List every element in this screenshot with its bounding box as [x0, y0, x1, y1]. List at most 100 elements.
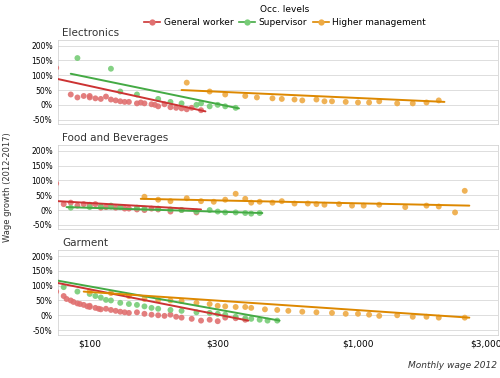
Point: [154, 306, 162, 312]
Point: [86, 203, 94, 209]
Text: Wage growth (2012-2017): Wage growth (2012-2017): [2, 132, 12, 242]
Point: [133, 302, 141, 308]
Point: [140, 311, 148, 317]
Point: [76, 301, 84, 307]
Point: [133, 206, 141, 212]
Point: [178, 207, 186, 213]
Point: [178, 105, 186, 112]
Point: [140, 296, 148, 302]
Point: [166, 307, 174, 313]
Point: [44, 274, 52, 280]
Point: [102, 306, 110, 312]
Point: [86, 94, 94, 101]
Text: Garment: Garment: [62, 239, 108, 248]
Point: [206, 317, 214, 323]
Text: Electronics: Electronics: [62, 28, 119, 38]
Point: [74, 301, 82, 307]
Point: [102, 93, 110, 99]
Point: [151, 102, 159, 108]
Point: [154, 312, 162, 318]
Point: [435, 203, 443, 209]
Point: [241, 210, 249, 216]
Point: [86, 303, 94, 309]
Point: [172, 105, 180, 111]
Point: [92, 95, 100, 101]
Point: [52, 180, 60, 186]
Point: [422, 99, 430, 105]
Point: [148, 206, 156, 212]
Point: [328, 310, 336, 316]
Point: [120, 206, 128, 212]
Point: [221, 209, 229, 215]
Point: [125, 293, 133, 299]
Point: [112, 98, 120, 104]
Point: [365, 311, 373, 318]
Point: [247, 316, 255, 322]
Point: [148, 305, 156, 311]
Point: [221, 314, 229, 321]
Point: [44, 285, 52, 291]
Point: [60, 293, 68, 299]
Point: [342, 311, 349, 317]
Point: [206, 88, 214, 94]
Point: [451, 209, 459, 215]
Legend: General worker, Supervisor, Higher management: General worker, Supervisor, Higher manag…: [144, 5, 426, 27]
Point: [197, 198, 205, 204]
Point: [80, 302, 88, 308]
Point: [116, 300, 124, 306]
Point: [74, 55, 82, 61]
Point: [140, 207, 148, 213]
Point: [393, 312, 401, 318]
Point: [154, 297, 162, 303]
Point: [74, 288, 82, 294]
Point: [74, 203, 82, 209]
Point: [140, 304, 148, 310]
Point: [256, 199, 264, 205]
Point: [360, 203, 368, 209]
Point: [178, 100, 186, 106]
Point: [290, 200, 298, 206]
Point: [232, 209, 239, 215]
Point: [107, 203, 115, 209]
Point: [166, 198, 174, 204]
Point: [60, 201, 68, 207]
Point: [84, 304, 92, 310]
Point: [256, 210, 264, 216]
Point: [261, 306, 269, 312]
Point: [97, 306, 105, 312]
Point: [86, 93, 94, 99]
Point: [197, 318, 205, 324]
Point: [264, 318, 272, 324]
Point: [133, 91, 141, 98]
Point: [182, 80, 190, 86]
Point: [154, 206, 162, 212]
Point: [206, 310, 214, 316]
Point: [206, 301, 214, 307]
Point: [273, 307, 281, 313]
Point: [112, 308, 120, 314]
Point: [67, 297, 75, 304]
Point: [67, 200, 75, 206]
Point: [80, 201, 88, 207]
Point: [133, 204, 141, 211]
Point: [125, 301, 133, 307]
Point: [210, 199, 218, 205]
Point: [107, 203, 115, 209]
Point: [154, 206, 162, 212]
Point: [435, 314, 443, 321]
Point: [94, 306, 102, 312]
Point: [278, 96, 286, 102]
Point: [107, 297, 115, 304]
Point: [320, 98, 328, 104]
Point: [298, 98, 306, 104]
Point: [290, 96, 298, 102]
Point: [102, 204, 110, 210]
Point: [166, 206, 174, 212]
Text: Food and Beverages: Food and Beverages: [62, 133, 168, 143]
Point: [36, 277, 44, 283]
Point: [140, 206, 148, 212]
Point: [192, 209, 200, 215]
Point: [125, 99, 133, 105]
Point: [166, 311, 174, 318]
Point: [116, 204, 124, 210]
